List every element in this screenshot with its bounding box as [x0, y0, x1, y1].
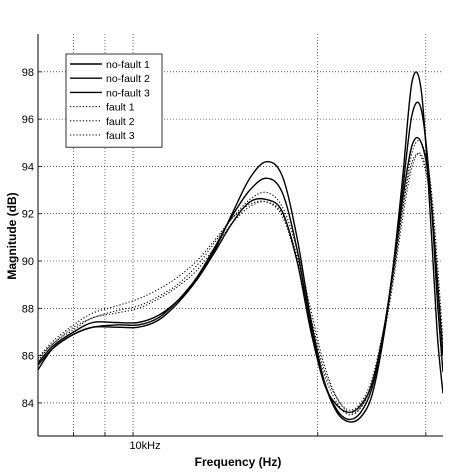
legend-label-5: fault 2: [106, 116, 135, 128]
y-tick-label: 84: [22, 398, 34, 410]
axes: [37, 34, 443, 437]
legend-label-6: fault 3: [106, 130, 135, 142]
legend-label-3: no-fault 3: [106, 87, 150, 99]
tick-labels: 84 86 88 90 92 94 96 98 10kHz: [22, 67, 161, 452]
series-line-4: [38, 152, 443, 416]
series-line-3: [38, 136, 443, 414]
y-axis-label: Magnitude (dB): [5, 192, 19, 279]
legend-label-1: no-fault 1: [106, 59, 150, 71]
y-tick-label: 94: [22, 161, 34, 173]
y-tick-label: 98: [22, 67, 34, 79]
y-tick-label: 90: [22, 256, 34, 268]
y-tick-label: 96: [22, 114, 34, 126]
y-tick-label: 86: [22, 351, 34, 363]
series-line-5: [38, 140, 443, 414]
x-tick-label: 10kHz: [129, 440, 160, 452]
y-tick-label: 88: [22, 303, 34, 315]
y-tick-label: 92: [22, 209, 34, 221]
legend-label-2: no-fault 2: [106, 73, 150, 85]
legend-label-4: fault 1: [106, 102, 135, 114]
legend: no-fault 1 no-fault 2 no-fault 3 fault 1 fau…: [65, 53, 163, 148]
series-line-6: [38, 153, 443, 411]
legend-box: [65, 53, 163, 148]
series-layer: [38, 71, 443, 423]
x-axis-label: Frequency (Hz): [195, 455, 282, 469]
